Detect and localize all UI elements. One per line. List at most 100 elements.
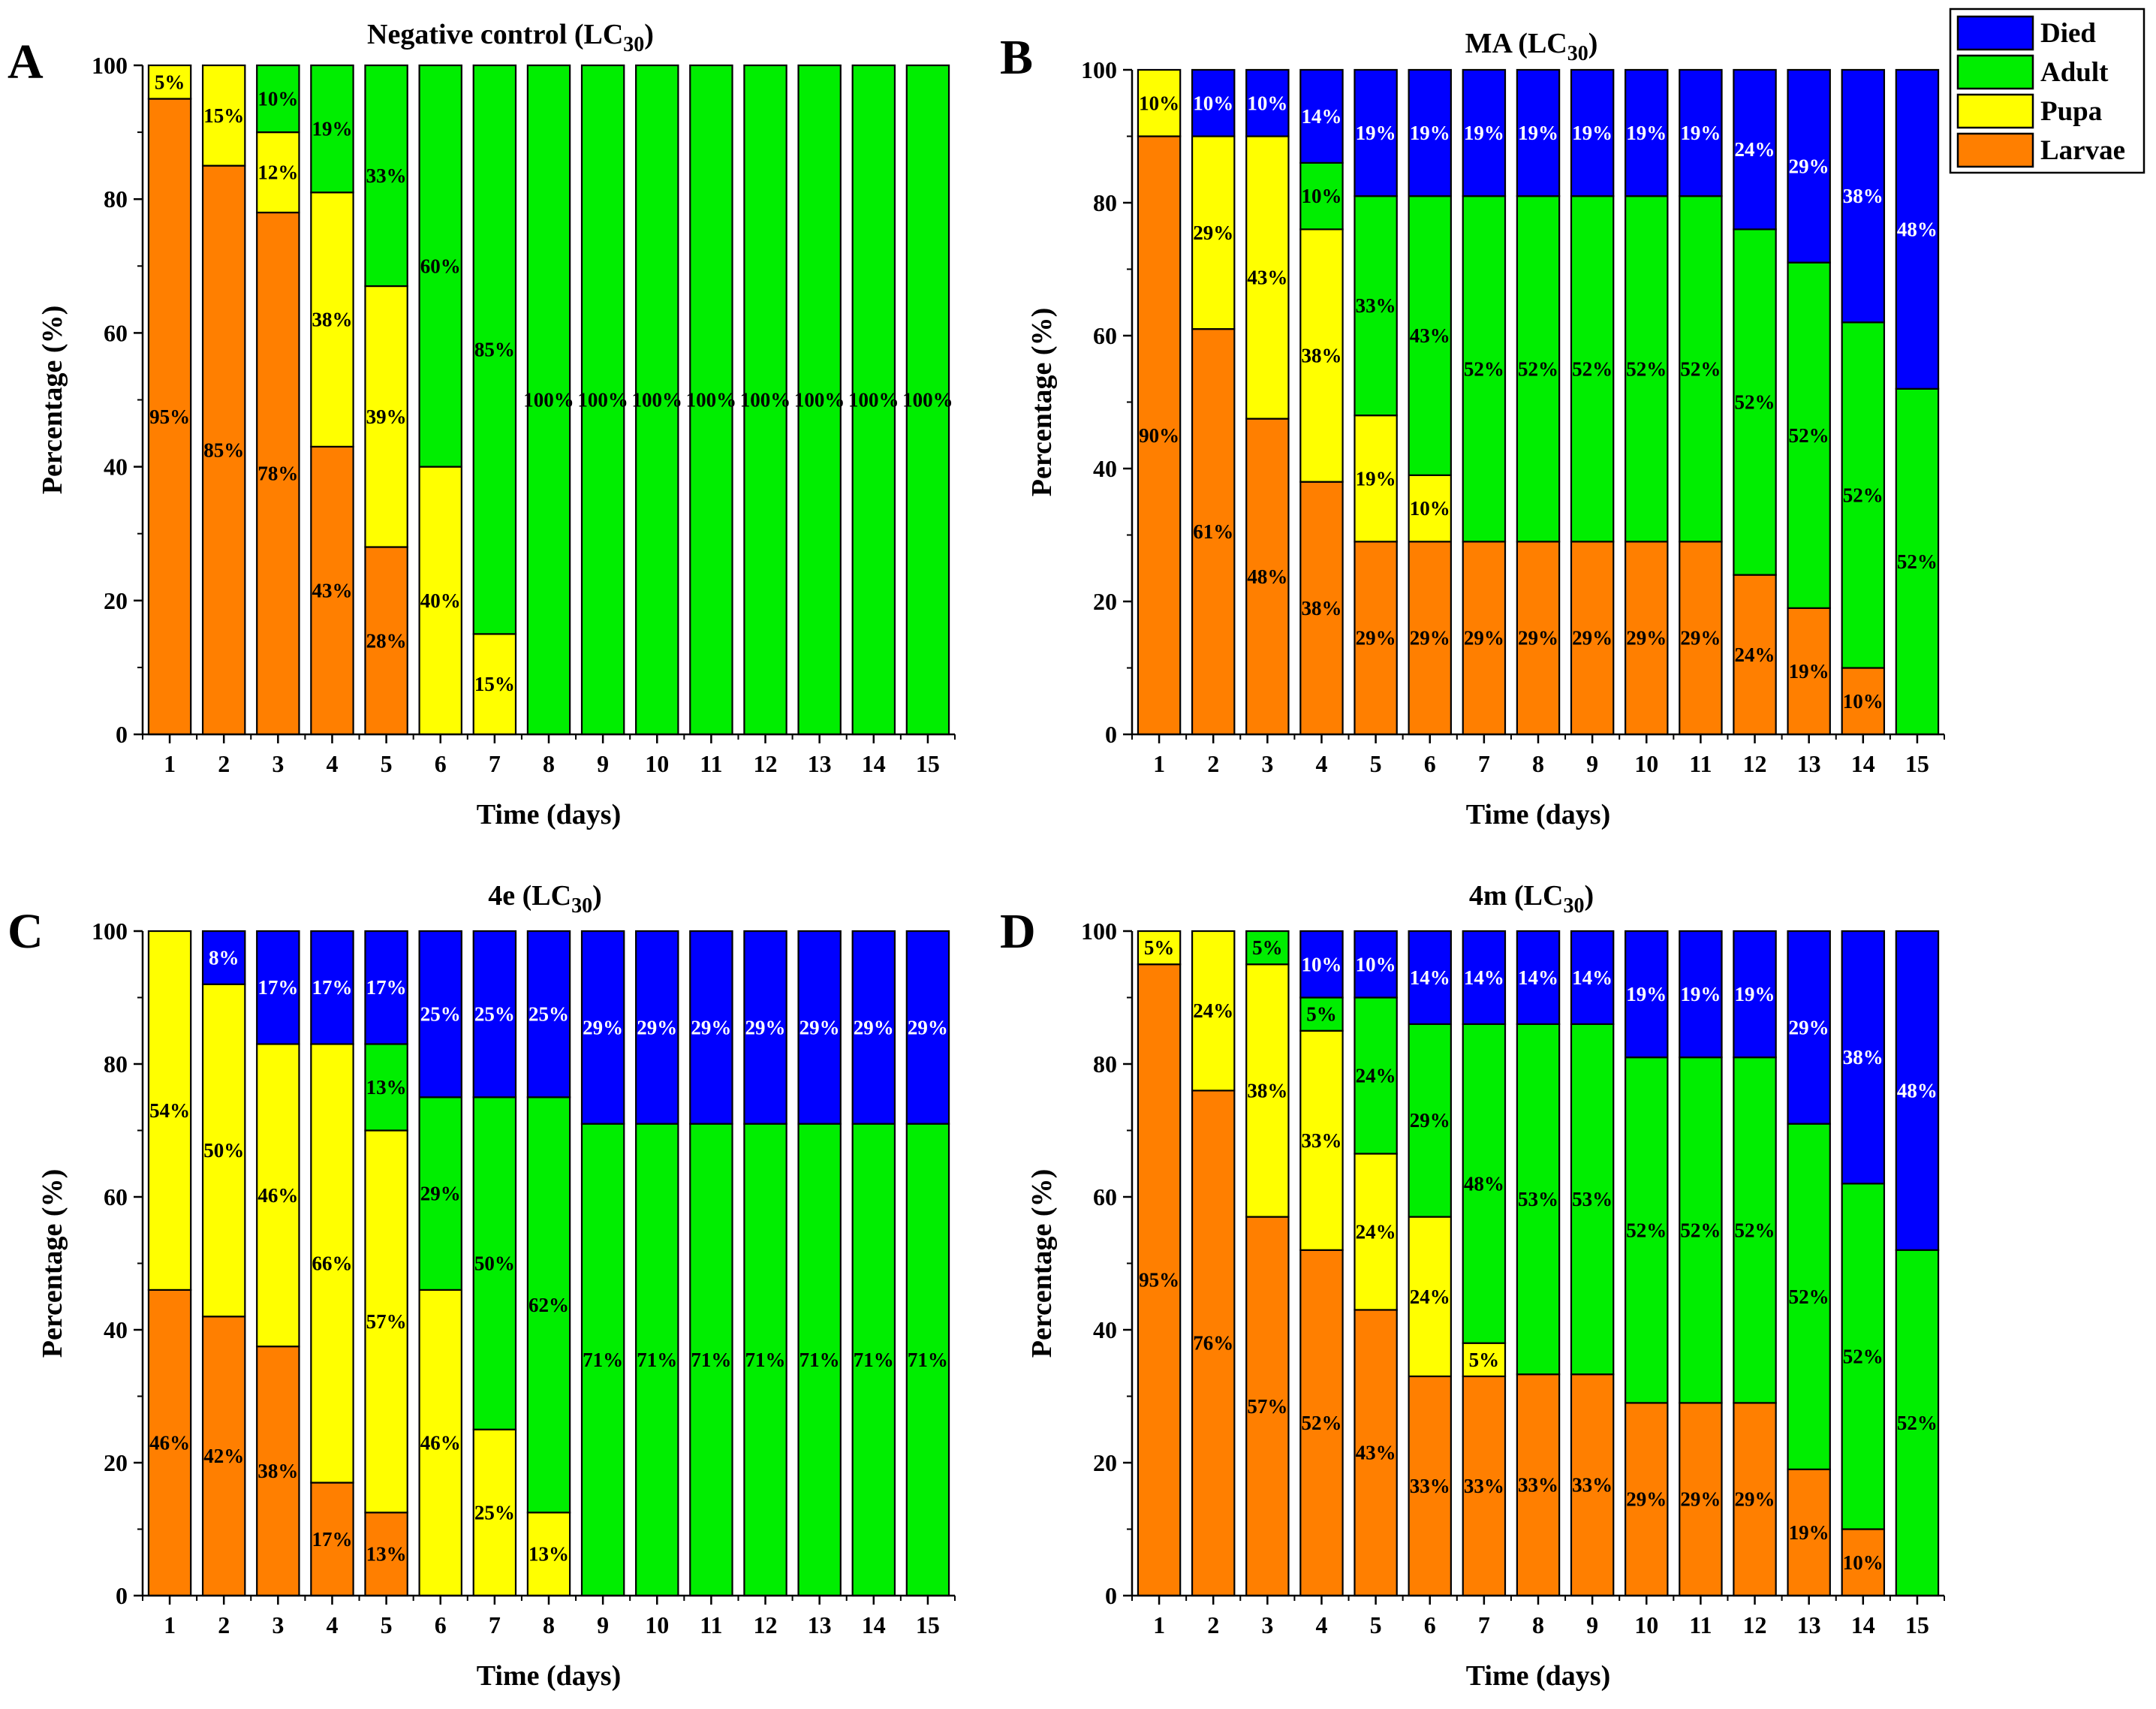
x-tick-label: 12 — [754, 750, 778, 777]
x-tick-label: 3 — [1261, 1611, 1273, 1638]
bar-segment-larvae — [364, 546, 408, 736]
bar-segment-pupa — [526, 1512, 571, 1597]
bar-segment-adult — [1408, 1023, 1452, 1218]
bar-segment-adult — [797, 1123, 842, 1597]
bar-segment-died — [1299, 930, 1344, 999]
bar-segment-adult — [256, 64, 300, 134]
bar-segment-adult — [689, 1123, 733, 1597]
data-label: 100% — [632, 389, 683, 411]
bar-segment-adult — [580, 64, 625, 736]
legend-swatch-pupa — [1956, 93, 2034, 129]
bar-segment-died — [1516, 68, 1561, 197]
x-tick-label: 1 — [164, 750, 176, 777]
data-label: 19% — [1464, 122, 1504, 144]
bar-segment-pupa — [201, 64, 246, 167]
y-tick-label: 80 — [1093, 189, 1117, 216]
bar-segment-larvae — [1679, 541, 1723, 736]
bar-segment-larvae — [364, 1512, 408, 1597]
x-tick-label: 6 — [1424, 750, 1436, 777]
data-label: 5% — [1306, 1003, 1337, 1026]
x-tick-label: 3 — [272, 750, 284, 777]
bar-segment-larvae — [1299, 1249, 1344, 1597]
bar-segment-pupa — [147, 930, 192, 1291]
y-tick-label: 80 — [1093, 1050, 1117, 1078]
x-tick-label: 11 — [1689, 750, 1712, 777]
bar-segment-adult — [635, 64, 679, 736]
x-tick-label: 12 — [754, 1611, 778, 1638]
data-label: 100% — [902, 389, 953, 411]
chart-title: 4m (LC30) — [1469, 880, 1594, 918]
data-label: 17% — [257, 976, 298, 999]
data-label: 19% — [1518, 122, 1558, 144]
data-label: 8% — [209, 946, 239, 969]
data-label: 29% — [908, 1016, 948, 1038]
data-label: 52% — [1843, 484, 1883, 506]
legend-label-larvae: Larvae — [2040, 135, 2125, 166]
bar-segment-adult — [1895, 1249, 1940, 1597]
bar-segment-adult — [1895, 387, 1940, 736]
y-tick-label: 0 — [1105, 1582, 1117, 1609]
y-tick-label: 80 — [104, 1050, 128, 1078]
data-label: 38% — [257, 1460, 298, 1482]
data-label: 10% — [1193, 92, 1233, 114]
bar-segment-larvae — [1137, 135, 1182, 736]
data-label: 52% — [1897, 550, 1938, 573]
x-tick-label: 11 — [1689, 1611, 1712, 1638]
data-label: 50% — [474, 1252, 515, 1275]
legend-swatch-died — [1956, 15, 2034, 51]
y-tick-label: 0 — [1105, 721, 1117, 748]
data-label: 52% — [1843, 1345, 1883, 1367]
bar-segment-died — [851, 930, 896, 1125]
x-tick-label: 4 — [1315, 1611, 1327, 1638]
x-tick-label: 13 — [1797, 1611, 1821, 1638]
bar-segment-died — [1733, 930, 1777, 1059]
bar-segment-adult — [472, 64, 517, 635]
x-tick-label: 12 — [1743, 750, 1767, 777]
bar-segment-larvae — [1787, 607, 1831, 736]
bar-segment-died — [689, 930, 733, 1125]
data-label: 29% — [1356, 627, 1396, 650]
x-tick-label: 15 — [916, 1611, 940, 1638]
data-label: 19% — [1572, 122, 1612, 144]
bar-segment-died — [1625, 930, 1669, 1059]
bar-segment-died — [1895, 68, 1940, 390]
chart-title: MA (LC30) — [1465, 28, 1598, 65]
panel-letter: B — [1000, 30, 1033, 85]
bar-segment-pupa — [1299, 1029, 1344, 1251]
bar-segment-adult — [526, 64, 571, 736]
data-label: 17% — [312, 976, 352, 999]
bar-segment-adult — [1625, 1056, 1669, 1404]
x-tick-label: 4 — [326, 1611, 338, 1638]
bar-segment-larvae — [256, 1346, 300, 1597]
x-tick-label: 8 — [1532, 750, 1544, 777]
bar-segment-adult — [743, 1123, 787, 1597]
bar-segment-adult — [1625, 195, 1669, 543]
bar-segment-larvae — [1570, 1373, 1615, 1597]
data-label: 52% — [1301, 1412, 1341, 1434]
data-label: 100% — [794, 389, 845, 411]
bar-segment-larvae — [1354, 541, 1398, 736]
x-tick-label: 8 — [543, 750, 555, 777]
x-tick-label: 2 — [1207, 1611, 1219, 1638]
data-label: 52% — [1680, 357, 1721, 380]
x-tick-label: 14 — [1851, 750, 1875, 777]
bar-segment-larvae — [1679, 1402, 1723, 1597]
data-label: 71% — [908, 1349, 948, 1371]
bar-segment-died — [1408, 930, 1452, 1026]
bar-segment-died — [1787, 68, 1831, 264]
bar-segment-adult — [851, 64, 896, 736]
y-tick-label: 20 — [104, 1449, 128, 1476]
data-label: 52% — [1518, 357, 1558, 380]
data-label: 100% — [523, 389, 574, 411]
data-label: 52% — [1735, 1219, 1775, 1241]
x-tick-label: 1 — [1153, 1611, 1165, 1638]
data-label: 61% — [1193, 520, 1233, 543]
data-label: 29% — [745, 1016, 786, 1038]
y-axis-title: Percentage (%) — [1026, 308, 1058, 496]
data-label: 19% — [1356, 122, 1396, 144]
data-label: 24% — [1735, 644, 1775, 666]
data-label: 29% — [854, 1016, 894, 1038]
data-label: 19% — [1356, 467, 1396, 490]
data-label: 29% — [1789, 1016, 1829, 1038]
